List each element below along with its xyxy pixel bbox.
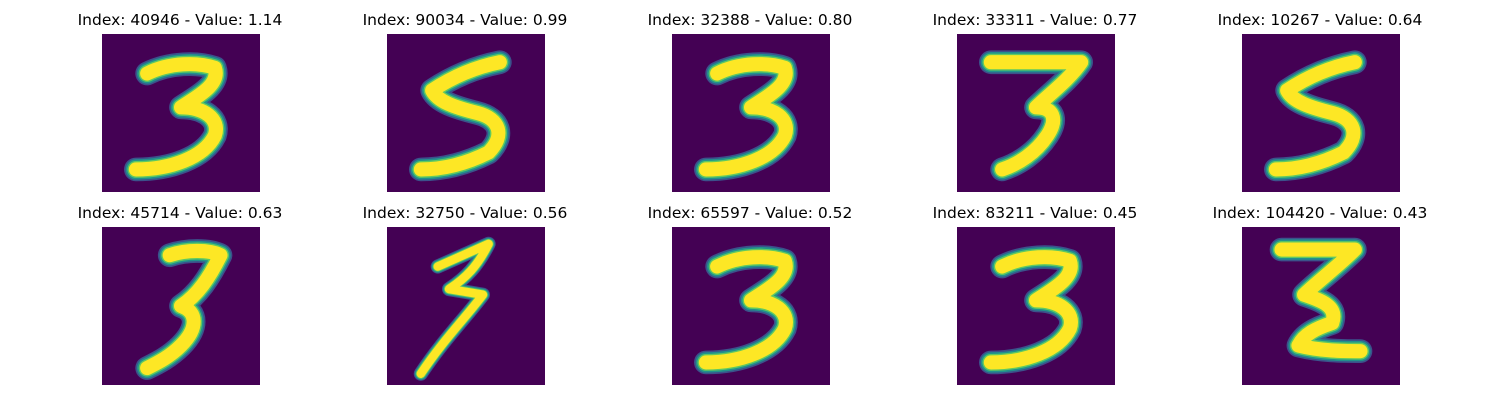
digit-stroke — [1274, 242, 1368, 359]
digit-panel: Index: 10267 - Value: 0.64 — [1170, 10, 1470, 200]
digit-panel: Index: 45714 - Value: 0.63 — [30, 203, 330, 393]
digit-stroke — [413, 55, 507, 177]
panel-title: Index: 83211 - Value: 0.45 — [932, 204, 1138, 222]
panel-title: Index: 32388 - Value: 0.80 — [647, 11, 853, 29]
digit-image — [102, 227, 260, 385]
digit-image — [957, 34, 1115, 192]
panel-title: Index: 10267 - Value: 0.64 — [1217, 11, 1423, 29]
digit-stroke — [698, 250, 793, 370]
digit-panel: Index: 33311 - Value: 0.77 — [885, 10, 1185, 200]
digit-image — [672, 34, 830, 192]
digit-panel: Index: 32750 - Value: 0.56 — [315, 203, 615, 393]
digit-panel: Index: 40946 - Value: 1.14 — [30, 10, 330, 200]
digit-image — [957, 227, 1115, 385]
panel-title: Index: 33311 - Value: 0.77 — [932, 11, 1138, 29]
digit-image — [387, 34, 545, 192]
panel-title: Index: 40946 - Value: 1.14 — [77, 11, 283, 29]
digit-stroke — [1268, 55, 1362, 177]
digit-image — [1242, 227, 1400, 385]
panel-title: Index: 32750 - Value: 0.56 — [362, 204, 568, 222]
panel-title: Index: 90034 - Value: 0.99 — [362, 11, 568, 29]
panel-title: Index: 45714 - Value: 0.63 — [77, 204, 283, 222]
digit-panel: Index: 65597 - Value: 0.52 — [600, 203, 900, 393]
digit-stroke — [416, 239, 493, 378]
digit-stroke — [983, 250, 1078, 370]
digit-stroke — [128, 57, 223, 177]
panel-title: Index: 104420 - Value: 0.43 — [1212, 204, 1428, 222]
digit-image — [102, 34, 260, 192]
digit-panel: Index: 104420 - Value: 0.43 — [1170, 203, 1470, 393]
digit-image — [1242, 34, 1400, 192]
digit-stroke — [698, 57, 793, 177]
digit-panel: Index: 83211 - Value: 0.45 — [885, 203, 1185, 393]
digit-stroke — [983, 55, 1089, 177]
digit-stroke — [140, 243, 228, 376]
digit-image — [387, 227, 545, 385]
digit-panel: Index: 32388 - Value: 0.80 — [600, 10, 900, 200]
panel-title: Index: 65597 - Value: 0.52 — [647, 204, 853, 222]
digit-panel: Index: 90034 - Value: 0.99 — [315, 10, 615, 200]
digit-image — [672, 227, 830, 385]
